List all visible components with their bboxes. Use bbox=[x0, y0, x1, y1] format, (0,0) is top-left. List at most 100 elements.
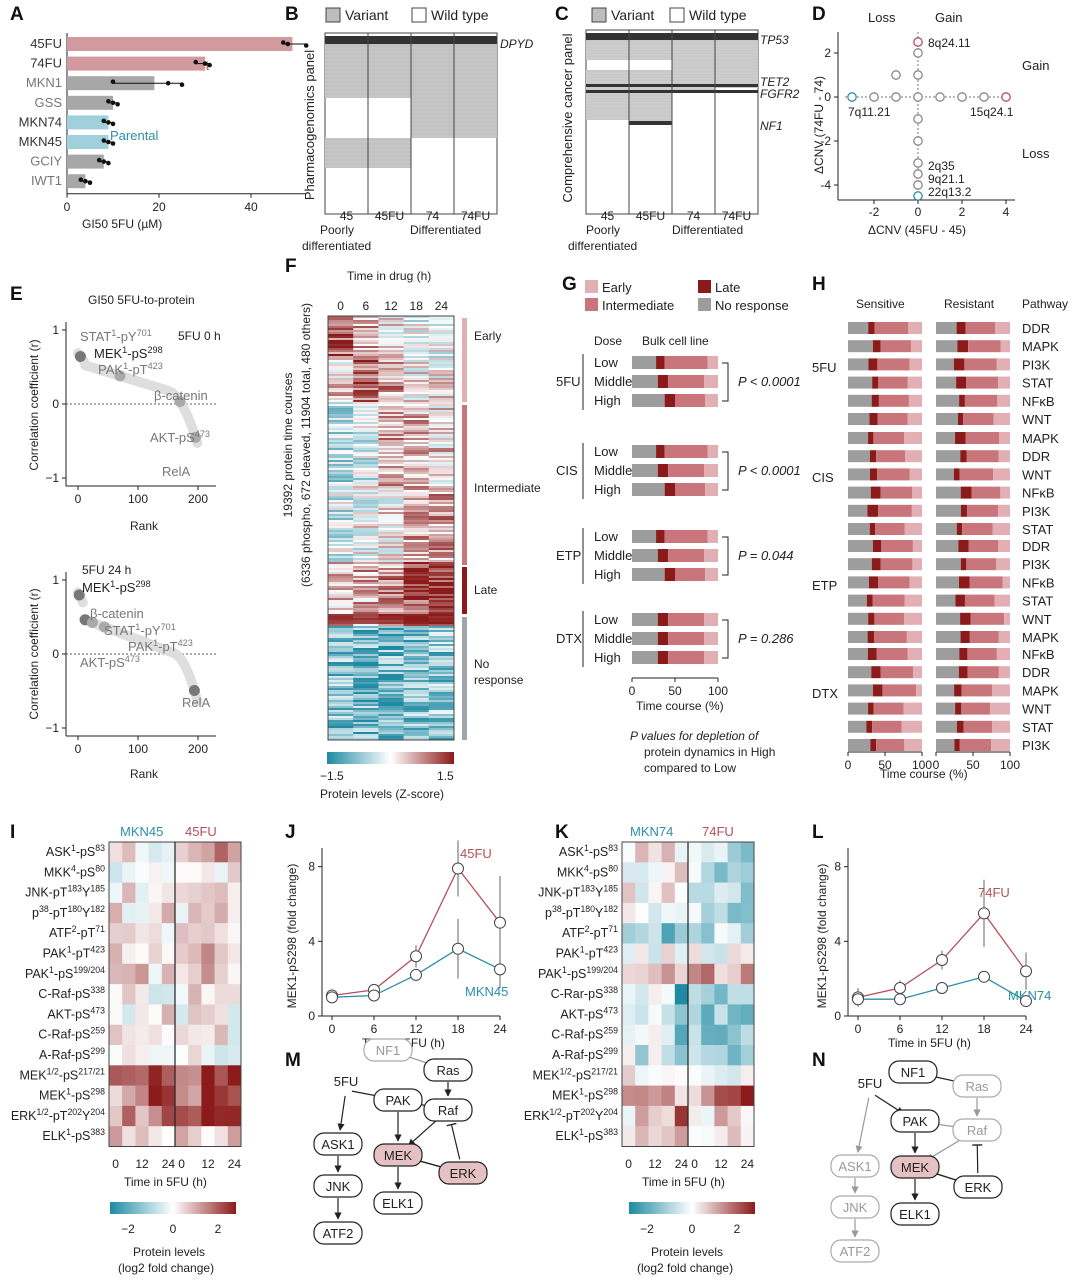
f-cell bbox=[328, 508, 354, 511]
f-cell bbox=[403, 592, 430, 595]
I-cell bbox=[109, 1045, 123, 1066]
f-cell bbox=[353, 666, 379, 669]
f-cell bbox=[353, 406, 379, 409]
I-xtick: 12 bbox=[135, 1157, 149, 1171]
f-cell bbox=[353, 452, 379, 455]
K-cell bbox=[701, 984, 715, 1005]
N-node-box-ELK1 bbox=[890, 1202, 940, 1226]
h-pathway-STAT: STAT bbox=[1022, 720, 1053, 735]
f-cell bbox=[428, 372, 455, 375]
f-cell bbox=[428, 584, 455, 587]
K-cell bbox=[661, 1045, 676, 1066]
f-cell bbox=[328, 602, 354, 605]
g-level: High bbox=[594, 393, 621, 408]
M-node-box-ERK bbox=[438, 1161, 488, 1185]
f-cell bbox=[428, 498, 455, 501]
panel-g-dose: Early Late Intermediate No response Dose… bbox=[556, 280, 801, 775]
f-cell bbox=[428, 524, 455, 527]
f-cell bbox=[428, 482, 455, 485]
f-cell bbox=[403, 574, 430, 577]
K-row-label: PAK1-pT423 bbox=[556, 945, 618, 961]
f-cell bbox=[378, 666, 405, 669]
h-seg bbox=[848, 340, 873, 353]
I-cell bbox=[188, 1085, 202, 1107]
f-cell bbox=[403, 512, 430, 515]
K-cell bbox=[727, 1085, 742, 1107]
f-cell bbox=[328, 366, 354, 369]
f-cell bbox=[328, 394, 354, 397]
L-ytick-label: 0 bbox=[834, 1009, 841, 1023]
K-cell bbox=[648, 902, 662, 924]
f-cell bbox=[353, 692, 379, 695]
f-cell bbox=[353, 640, 379, 643]
g-seg bbox=[704, 613, 718, 626]
g-seg bbox=[657, 464, 669, 477]
f-cell bbox=[403, 364, 430, 367]
f-cell bbox=[403, 500, 430, 503]
f-cell bbox=[428, 526, 455, 529]
f-cell bbox=[353, 572, 379, 575]
f-cell bbox=[378, 472, 405, 475]
f-cell bbox=[353, 336, 379, 339]
f-cell bbox=[353, 694, 379, 697]
h-seg bbox=[848, 322, 869, 334]
g-level: Low bbox=[594, 355, 618, 370]
f-cell bbox=[378, 638, 405, 641]
f-cell bbox=[328, 552, 354, 555]
K-cell bbox=[635, 923, 649, 944]
f-cell bbox=[403, 496, 430, 499]
N-node-box-ASK1 bbox=[830, 1154, 880, 1178]
I-cell bbox=[122, 902, 136, 924]
I-cell bbox=[188, 862, 202, 883]
gene-NF1: NF1 bbox=[760, 119, 783, 133]
f-cell bbox=[428, 626, 455, 629]
f-cell bbox=[328, 636, 354, 639]
f-time-12: 12 bbox=[384, 299, 398, 313]
I-row-label: A-Raf-pS299 bbox=[39, 1046, 105, 1062]
f-cell bbox=[403, 358, 430, 361]
point-MKN1-0 bbox=[110, 79, 116, 84]
f-cell bbox=[428, 644, 455, 647]
h-seg bbox=[903, 702, 922, 715]
f-cell bbox=[403, 542, 430, 545]
f-cell bbox=[353, 556, 379, 559]
f-cell bbox=[353, 370, 379, 373]
M-inhib-bar bbox=[446, 1122, 457, 1127]
f-cell bbox=[353, 718, 379, 721]
g-seg bbox=[632, 651, 658, 664]
M-node-ATF2: ATF2 bbox=[323, 1226, 354, 1241]
K-row-label: MEK1/2-pS217/21 bbox=[533, 1066, 619, 1082]
K-cell bbox=[727, 882, 742, 904]
f-cell bbox=[378, 522, 405, 525]
f-cell bbox=[403, 702, 430, 705]
f-cell bbox=[378, 688, 405, 691]
I-cbar-tick: 0 bbox=[170, 1222, 177, 1236]
panel-label-j: J bbox=[285, 822, 296, 843]
I-cell bbox=[135, 943, 149, 965]
K-cbar-tick: 0 bbox=[689, 1222, 696, 1236]
f-cell bbox=[403, 670, 430, 673]
f-cell bbox=[328, 336, 354, 339]
f-cell bbox=[328, 416, 354, 419]
f-cell bbox=[378, 546, 405, 549]
f-cell bbox=[328, 530, 354, 533]
f-cell bbox=[328, 400, 354, 403]
f-cell bbox=[428, 476, 455, 479]
K-cell bbox=[661, 1105, 676, 1127]
M-node-NF1: NF1 bbox=[376, 1043, 401, 1058]
f-cell bbox=[403, 556, 430, 559]
I-cell bbox=[227, 1085, 242, 1107]
K-cell bbox=[674, 1024, 689, 1046]
g-seg bbox=[657, 651, 669, 664]
cbar-max: 1.5 bbox=[437, 769, 454, 783]
f-cell bbox=[353, 582, 379, 585]
e1-highlight bbox=[74, 350, 86, 362]
f-cell bbox=[378, 642, 405, 645]
f-cell bbox=[403, 710, 430, 713]
f-cell bbox=[403, 428, 430, 431]
f-cell bbox=[403, 334, 430, 337]
cbar-min: −1.5 bbox=[320, 769, 344, 783]
f-cell bbox=[403, 330, 430, 333]
f-cell bbox=[328, 526, 354, 529]
f-cell bbox=[428, 628, 455, 631]
